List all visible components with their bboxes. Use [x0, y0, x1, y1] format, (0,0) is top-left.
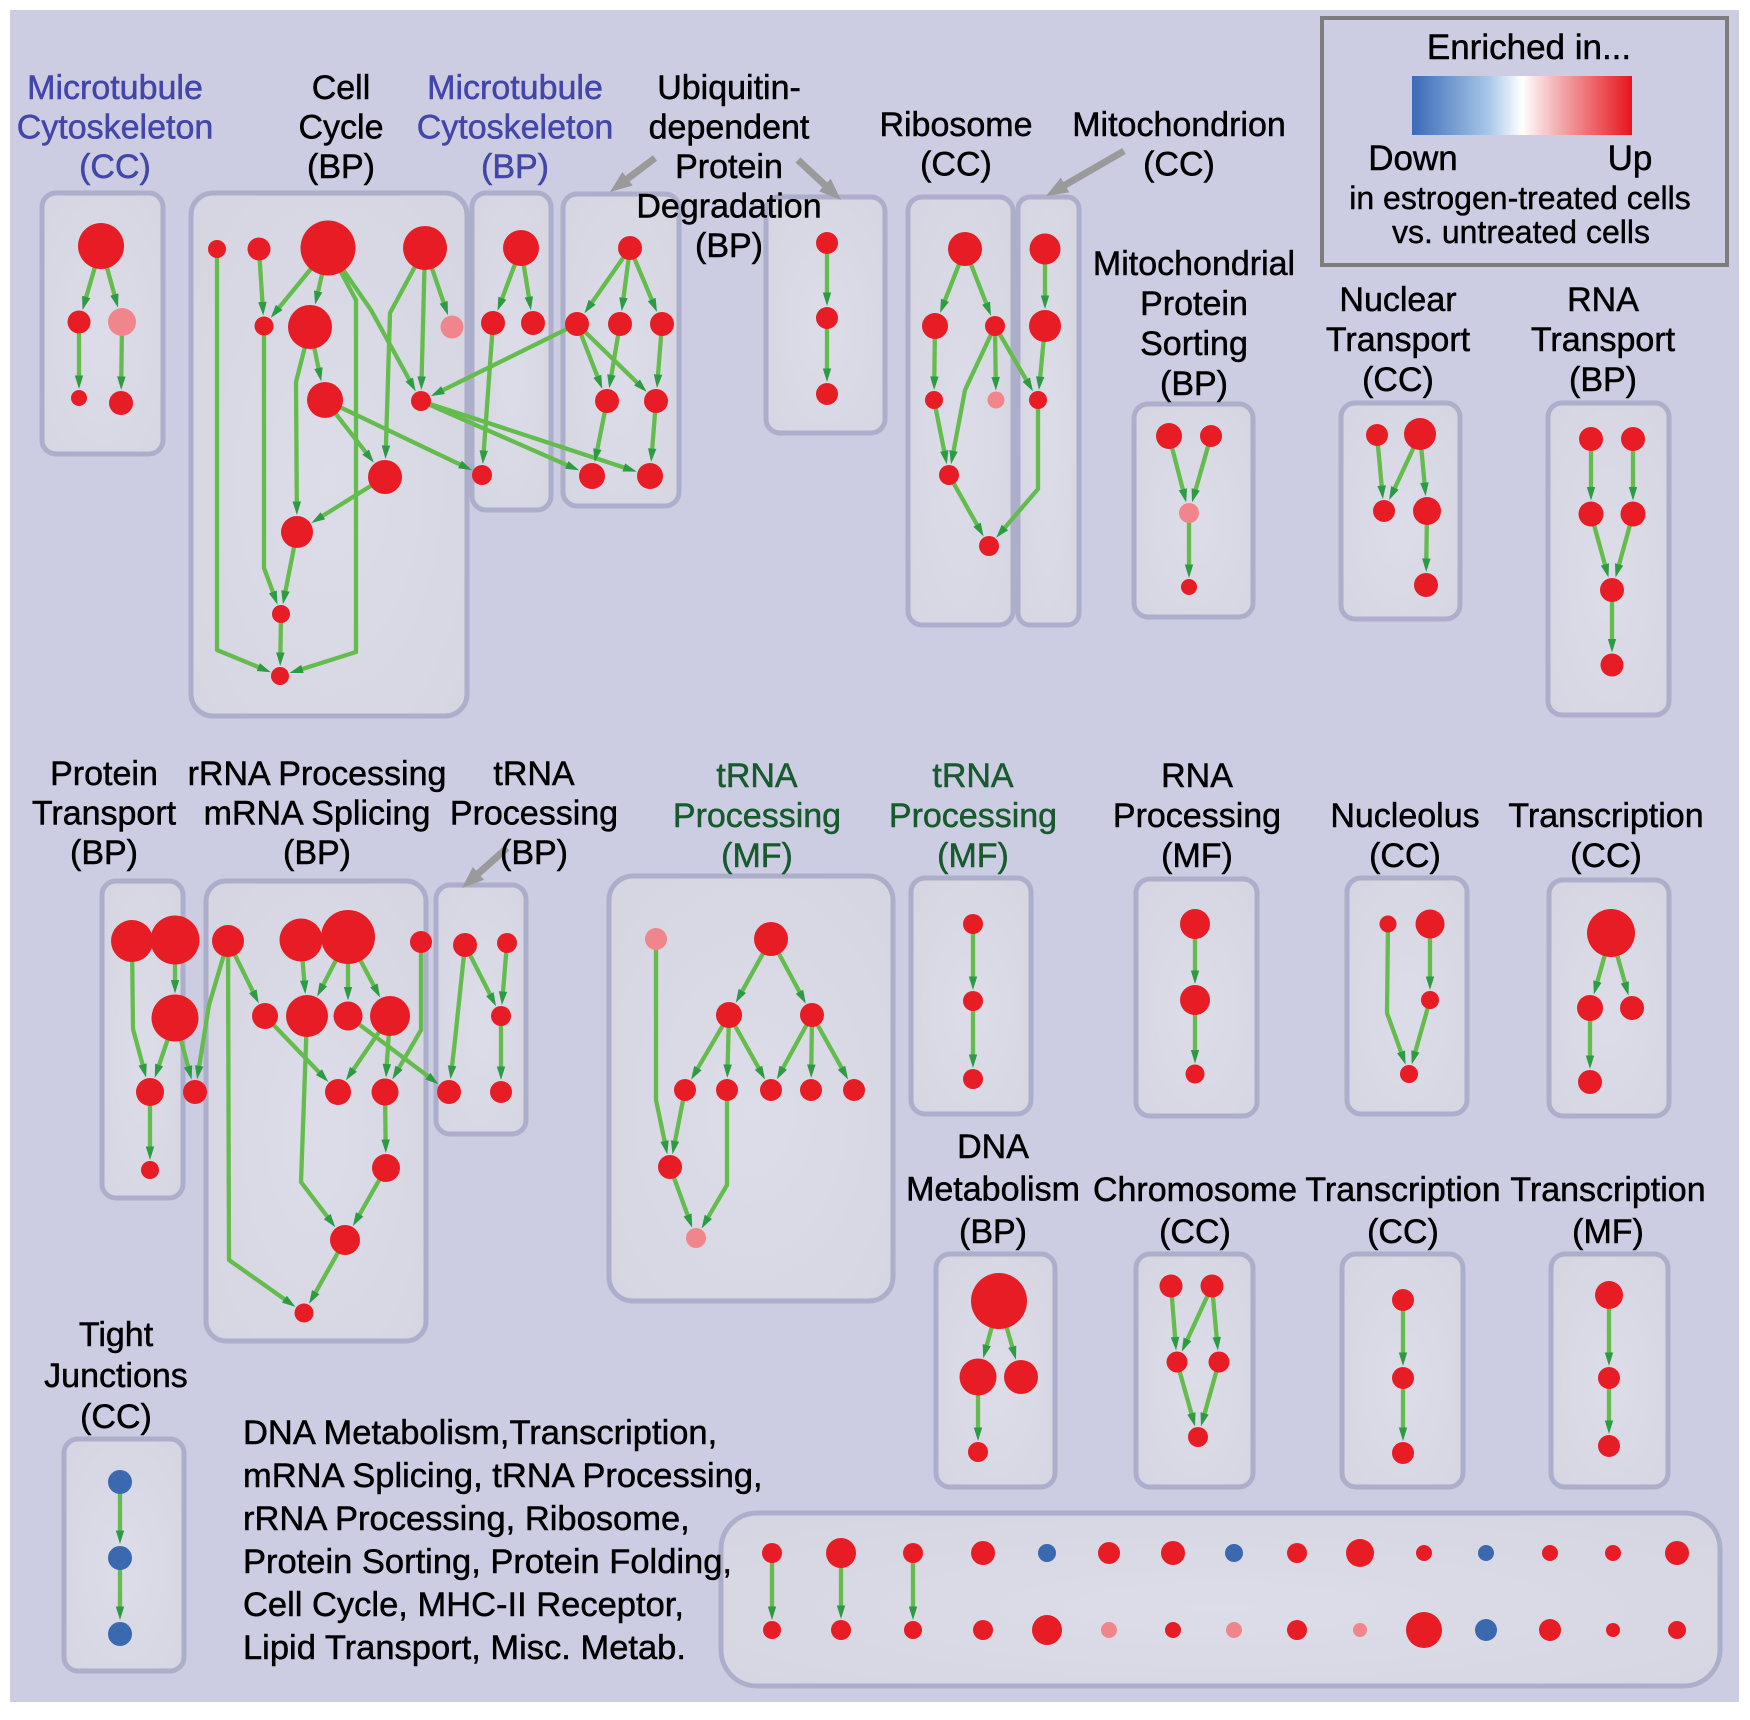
svg-text:tRNA: tRNA — [932, 757, 1014, 795]
svg-text:Nucleolus: Nucleolus — [1330, 797, 1479, 835]
svg-text:(CC): (CC) — [1143, 146, 1215, 184]
svg-text:Transcription: Transcription — [1508, 797, 1703, 835]
svg-text:(BP): (BP) — [1569, 361, 1637, 399]
svg-text:Ubiquitin-: Ubiquitin- — [657, 69, 801, 107]
svg-text:dependent: dependent — [649, 109, 810, 147]
svg-text:mRNA Splicing: mRNA Splicing — [204, 795, 431, 833]
svg-text:Protein Sorting, Protein Foldi: Protein Sorting, Protein Folding, — [243, 1543, 732, 1581]
svg-text:(CC): (CC) — [1570, 837, 1642, 875]
svg-text:tRNA: tRNA — [716, 757, 798, 795]
svg-text:Lipid Transport, Misc. Metab.: Lipid Transport, Misc. Metab. — [243, 1629, 686, 1667]
svg-text:(CC): (CC) — [79, 148, 151, 186]
svg-text:Transport: Transport — [1326, 321, 1471, 359]
svg-text:Protein: Protein — [1140, 285, 1248, 323]
svg-text:(MF): (MF) — [937, 837, 1009, 875]
svg-text:Transport: Transport — [32, 795, 177, 833]
svg-text:Cytoskeleton: Cytoskeleton — [17, 109, 214, 147]
svg-text:Processing: Processing — [450, 795, 618, 833]
svg-text:(BP): (BP) — [307, 148, 375, 186]
svg-text:vs. untreated cells: vs. untreated cells — [1392, 214, 1650, 250]
svg-text:Cell Cycle, MHC-II Receptor,: Cell Cycle, MHC-II Receptor, — [243, 1586, 684, 1624]
svg-text:(BP): (BP) — [283, 834, 351, 872]
svg-text:rRNA Processing, Ribosome,: rRNA Processing, Ribosome, — [243, 1500, 690, 1538]
svg-text:Mitochondrial: Mitochondrial — [1093, 245, 1295, 283]
svg-text:Transcription: Transcription — [1305, 1171, 1500, 1209]
svg-text:in estrogen-treated cells: in estrogen-treated cells — [1349, 180, 1691, 216]
svg-text:Transcription: Transcription — [1510, 1171, 1705, 1209]
svg-text:(MF): (MF) — [721, 837, 793, 875]
svg-text:Tight: Tight — [79, 1316, 154, 1354]
svg-text:Metabolism: Metabolism — [906, 1171, 1080, 1209]
svg-text:(CC): (CC) — [80, 1398, 152, 1436]
svg-text:(CC): (CC) — [1369, 837, 1441, 875]
svg-text:Microtubule: Microtubule — [27, 69, 203, 107]
svg-text:Processing: Processing — [1113, 797, 1281, 835]
svg-text:Processing: Processing — [889, 797, 1057, 835]
svg-text:mRNA Splicing, tRNA Processing: mRNA Splicing, tRNA Processing, — [243, 1457, 763, 1495]
svg-text:DNA Metabolism,Transcription,: DNA Metabolism,Transcription, — [243, 1414, 717, 1452]
svg-text:Cycle: Cycle — [298, 109, 383, 147]
svg-text:(BP): (BP) — [1160, 365, 1228, 403]
svg-text:Up: Up — [1608, 139, 1653, 178]
svg-text:Enriched in...: Enriched in... — [1427, 28, 1631, 67]
svg-text:Protein: Protein — [675, 148, 783, 186]
svg-text:RNA: RNA — [1567, 281, 1639, 319]
svg-text:Microtubule: Microtubule — [427, 69, 603, 107]
svg-text:(CC): (CC) — [1159, 1213, 1231, 1251]
svg-text:Chromosome: Chromosome — [1093, 1171, 1297, 1209]
svg-text:Degradation: Degradation — [636, 188, 821, 226]
svg-text:(CC): (CC) — [1362, 361, 1434, 399]
svg-text:RNA: RNA — [1161, 757, 1233, 795]
svg-text:Protein: Protein — [50, 755, 158, 793]
svg-text:(CC): (CC) — [1367, 1213, 1439, 1251]
svg-text:(BP): (BP) — [959, 1213, 1027, 1251]
svg-text:Sorting: Sorting — [1140, 325, 1248, 363]
svg-text:Ribosome: Ribosome — [879, 106, 1032, 144]
svg-text:Processing: Processing — [673, 797, 841, 835]
svg-text:Junctions: Junctions — [44, 1357, 188, 1395]
svg-text:Mitochondrion: Mitochondrion — [1072, 106, 1286, 144]
svg-text:(BP): (BP) — [481, 148, 549, 186]
svg-text:rRNA Processing: rRNA Processing — [188, 755, 447, 793]
svg-text:(CC): (CC) — [920, 146, 992, 184]
svg-text:tRNA: tRNA — [493, 755, 575, 793]
svg-text:Cell: Cell — [312, 69, 371, 107]
svg-text:(MF): (MF) — [1572, 1213, 1644, 1251]
svg-text:(BP): (BP) — [70, 834, 138, 872]
svg-text:(BP): (BP) — [500, 834, 568, 872]
svg-text:Transport: Transport — [1531, 321, 1676, 359]
svg-text:Down: Down — [1368, 139, 1457, 178]
svg-text:Nuclear: Nuclear — [1339, 281, 1456, 319]
svg-text:Cytoskeleton: Cytoskeleton — [417, 109, 614, 147]
svg-text:DNA: DNA — [957, 1128, 1029, 1166]
svg-text:(MF): (MF) — [1161, 837, 1233, 875]
svg-text:(BP): (BP) — [695, 227, 763, 265]
